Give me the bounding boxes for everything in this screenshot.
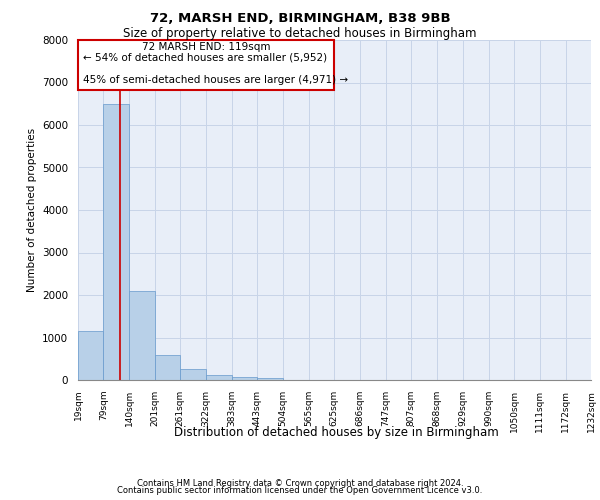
Text: 72, MARSH END, BIRMINGHAM, B38 9BB: 72, MARSH END, BIRMINGHAM, B38 9BB <box>149 12 451 26</box>
Bar <box>155 355 181 380</box>
Bar <box>206 375 232 380</box>
Text: 72 MARSH END: 119sqm: 72 MARSH END: 119sqm <box>142 42 271 52</box>
Text: 45% of semi-detached houses are larger (4,971) →: 45% of semi-detached houses are larger (… <box>83 76 348 86</box>
Bar <box>257 378 283 380</box>
Text: Size of property relative to detached houses in Birmingham: Size of property relative to detached ho… <box>123 28 477 40</box>
Y-axis label: Number of detached properties: Number of detached properties <box>26 128 37 292</box>
Text: Contains public sector information licensed under the Open Government Licence v3: Contains public sector information licen… <box>118 486 482 495</box>
Bar <box>181 368 206 380</box>
Text: ← 54% of detached houses are smaller (5,952): ← 54% of detached houses are smaller (5,… <box>83 53 327 63</box>
Bar <box>232 377 257 380</box>
Bar <box>103 104 129 380</box>
FancyBboxPatch shape <box>78 40 334 90</box>
Bar <box>78 331 103 380</box>
Bar <box>129 291 155 380</box>
Text: Distribution of detached houses by size in Birmingham: Distribution of detached houses by size … <box>173 426 499 439</box>
Text: Contains HM Land Registry data © Crown copyright and database right 2024.: Contains HM Land Registry data © Crown c… <box>137 478 463 488</box>
